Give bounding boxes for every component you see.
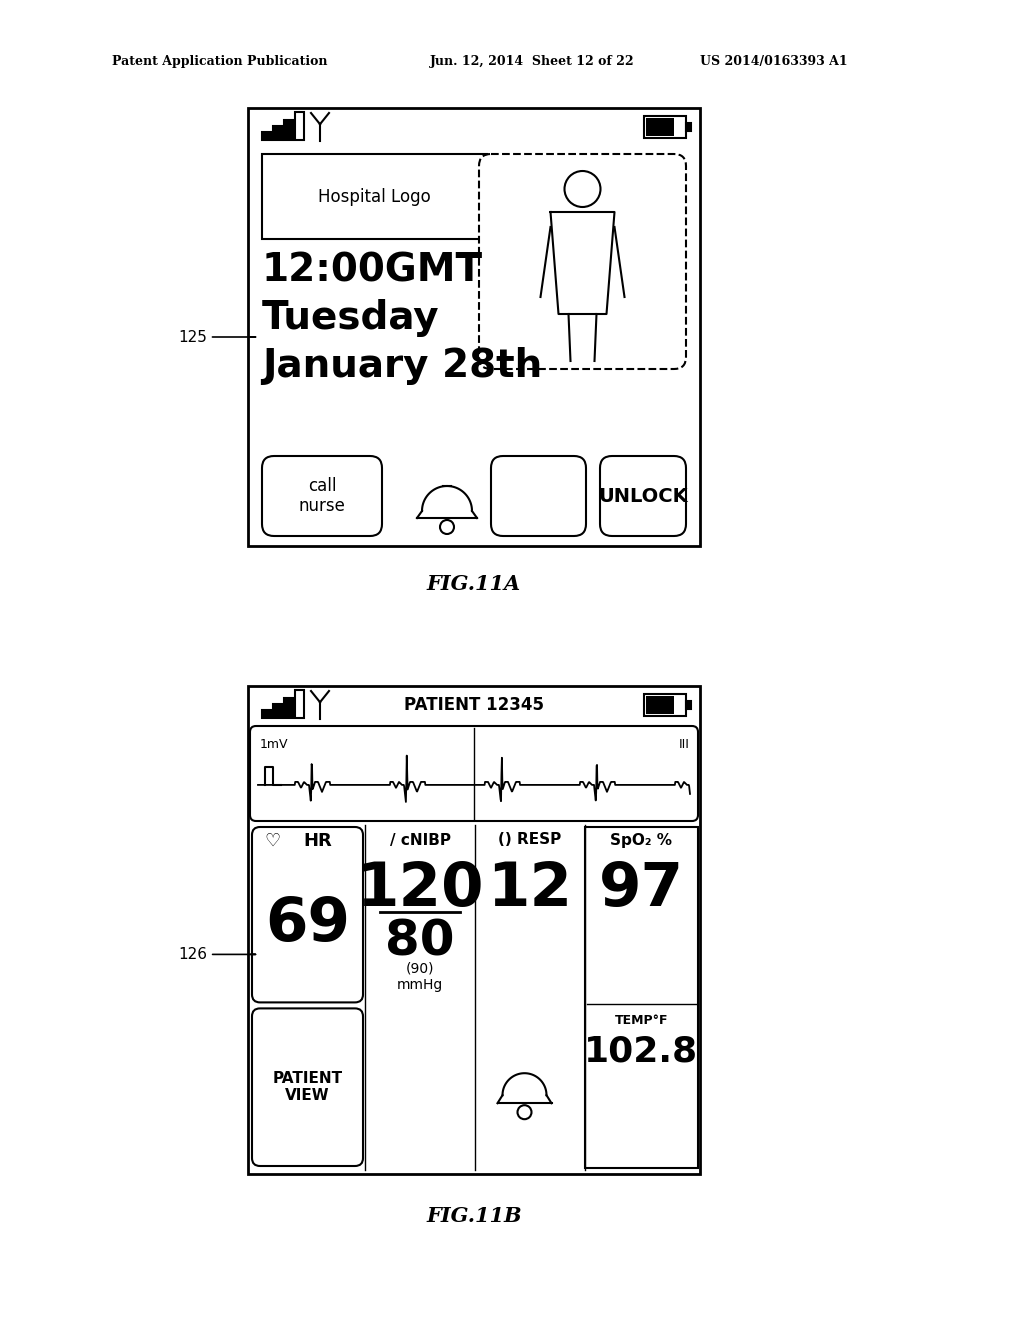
Text: 80: 80 — [385, 917, 455, 965]
Text: 97: 97 — [599, 861, 684, 919]
Text: FIG.11B: FIG.11B — [426, 1206, 522, 1226]
Text: (90)
mmHg: (90) mmHg — [397, 962, 443, 993]
Text: 126: 126 — [178, 946, 256, 962]
Text: US 2014/0163393 A1: US 2014/0163393 A1 — [700, 55, 848, 69]
FancyBboxPatch shape — [479, 154, 686, 370]
Bar — [273, 704, 282, 718]
FancyBboxPatch shape — [600, 455, 686, 536]
Bar — [273, 125, 282, 140]
Text: January 28th: January 28th — [262, 347, 543, 385]
Bar — [262, 710, 271, 718]
Bar — [262, 132, 271, 140]
Bar — [284, 698, 293, 718]
Bar — [646, 696, 674, 714]
Text: () RESP: () RESP — [499, 833, 561, 847]
Text: PATIENT 12345: PATIENT 12345 — [404, 696, 544, 714]
FancyBboxPatch shape — [252, 828, 362, 1002]
Text: HR: HR — [304, 832, 333, 850]
Text: 12:00GMT: 12:00GMT — [262, 251, 483, 289]
Bar — [295, 112, 304, 140]
Bar — [646, 117, 674, 136]
Bar — [686, 123, 691, 131]
Text: 120: 120 — [356, 861, 483, 919]
Bar — [644, 694, 686, 715]
Bar — [262, 154, 487, 239]
Text: call
nurse: call nurse — [299, 477, 345, 515]
Bar — [248, 686, 700, 1173]
Text: ♡: ♡ — [264, 832, 280, 850]
Bar — [644, 116, 686, 139]
Text: FIG.11A: FIG.11A — [427, 574, 521, 594]
Text: / cNIBP: / cNIBP — [389, 833, 451, 847]
Text: Tuesday: Tuesday — [262, 300, 439, 337]
Text: Jun. 12, 2014  Sheet 12 of 22: Jun. 12, 2014 Sheet 12 of 22 — [430, 55, 635, 69]
FancyBboxPatch shape — [262, 455, 382, 536]
Text: PATIENT
VIEW: PATIENT VIEW — [272, 1071, 343, 1104]
Text: Patent Application Publication: Patent Application Publication — [112, 55, 328, 69]
Text: 12: 12 — [487, 861, 572, 919]
Text: 102.8: 102.8 — [585, 1035, 698, 1068]
Text: UNLOCK: UNLOCK — [598, 487, 688, 506]
Bar — [585, 828, 698, 1168]
Text: SpO₂ %: SpO₂ % — [610, 833, 673, 847]
Text: 1mV: 1mV — [260, 738, 289, 751]
Text: Hospital Logo: Hospital Logo — [318, 187, 431, 206]
Bar — [248, 108, 700, 546]
Bar — [284, 120, 293, 140]
Bar — [295, 690, 304, 718]
FancyBboxPatch shape — [250, 726, 698, 821]
Text: III: III — [679, 738, 690, 751]
Text: 69: 69 — [265, 895, 350, 954]
Text: 125: 125 — [178, 330, 256, 345]
Bar — [686, 701, 691, 709]
Text: TEMP°F: TEMP°F — [614, 1014, 669, 1027]
FancyBboxPatch shape — [252, 1008, 362, 1166]
FancyBboxPatch shape — [490, 455, 586, 536]
